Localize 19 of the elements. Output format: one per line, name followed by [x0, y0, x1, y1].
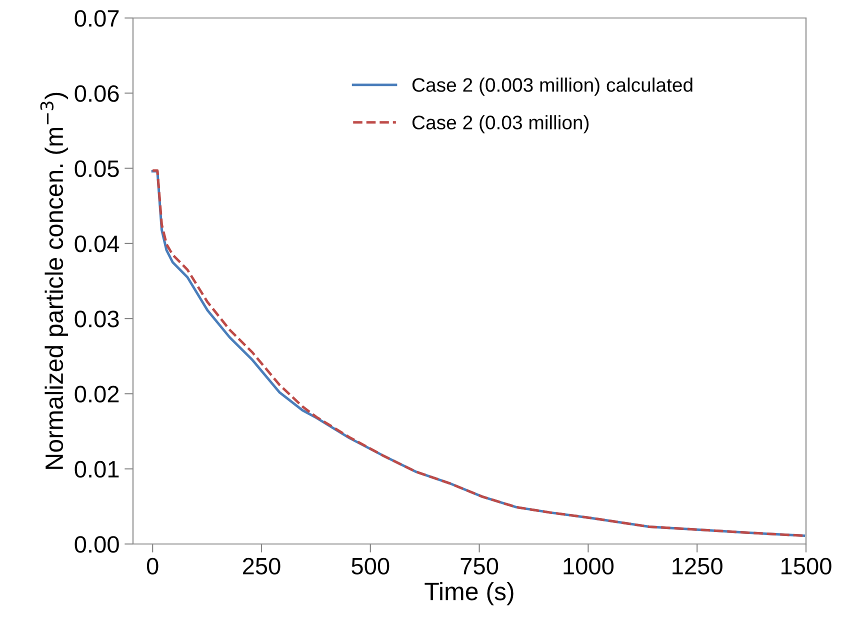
legend-label: Case 2 (0.003 million) calculated [412, 78, 692, 96]
y-tick-label: 0.03 [74, 310, 119, 328]
y-tick-label: 0.04 [74, 235, 120, 252]
x-tick-label: 750 [460, 558, 498, 575]
x-tick-label: 1250 [672, 558, 722, 575]
x-tick-label: 250 [242, 558, 280, 575]
x-axis-title: Time (s) [424, 582, 514, 606]
y-tick-label: 0.01 [74, 460, 119, 478]
y-tick-label: 0.07 [74, 10, 119, 27]
y-axis-title: Normalized particle concen. (m$^{−3}$) [40, 92, 68, 469]
legend-label: Case 2 (0.03 million) [412, 115, 589, 134]
x-tick-label: 0 [146, 558, 158, 575]
y-tick-label: 0.02 [74, 386, 119, 402]
y-tick-label: 0.05 [74, 160, 119, 178]
y-tick-label: 0.00 [74, 536, 119, 553]
y-tick-label: 0.06 [74, 85, 119, 102]
x-tick-label: 1000 [564, 558, 614, 575]
x-tick-label: 500 [352, 558, 390, 575]
x-tick-label: 1500 [782, 558, 832, 575]
